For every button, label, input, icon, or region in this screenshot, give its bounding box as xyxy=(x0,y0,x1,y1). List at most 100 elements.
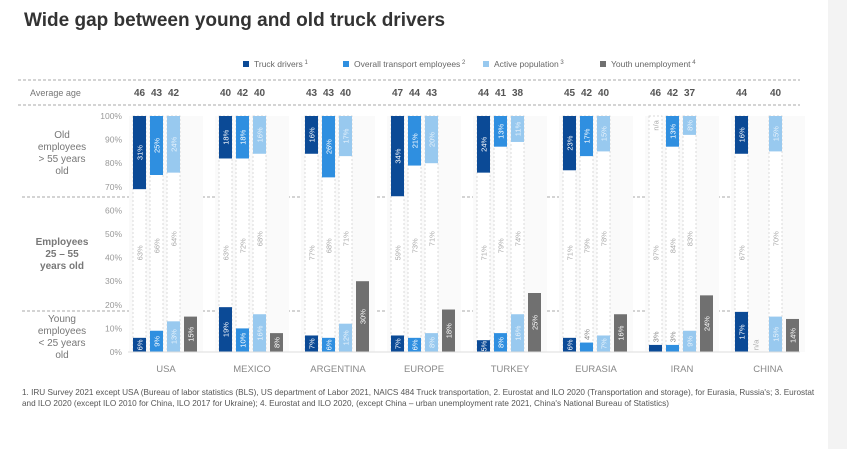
y-tick-label: 40% xyxy=(105,253,122,263)
bar-outline xyxy=(252,115,267,353)
legend-label: Truck drivers 1 xyxy=(254,59,308,69)
average-age-value: 43 xyxy=(151,88,163,99)
bar-middle-label: 71% xyxy=(480,245,489,260)
bar-old xyxy=(477,116,490,173)
bar-young-label: 6% xyxy=(136,339,145,350)
bar-old-label: 11% xyxy=(514,121,523,136)
bar-young-label: 3% xyxy=(669,331,678,342)
bar-old-label: 23% xyxy=(566,135,575,150)
page-title: Wide gap between young and old truck dri… xyxy=(24,10,446,31)
na-label: n/a xyxy=(652,119,661,130)
bar-old xyxy=(253,116,266,154)
bar-youth-unemployment-label: 30% xyxy=(359,309,368,324)
average-age-value: 40 xyxy=(254,88,266,99)
bar-young-label: 9% xyxy=(686,336,695,347)
average-age-value: 42 xyxy=(237,88,249,99)
bar-old xyxy=(236,116,249,159)
bar-middle-label: 72% xyxy=(239,238,248,253)
bar-young xyxy=(391,335,404,352)
bar-old xyxy=(339,116,352,157)
category-label: MEXICO xyxy=(233,364,270,375)
y-tick-label: 0% xyxy=(110,347,123,357)
bar-middle-label: 79% xyxy=(497,238,506,253)
bar-old xyxy=(769,116,782,152)
bar-young-label: 19% xyxy=(222,322,231,337)
bar-middle-label: 67% xyxy=(738,245,747,260)
bar-outline xyxy=(218,115,233,353)
row-label: 25 – 55 xyxy=(45,249,79,260)
bar-outline xyxy=(493,115,508,353)
bar-youth-unemployment-label: 8% xyxy=(273,337,282,348)
bar-young-label: 10% xyxy=(239,332,248,347)
bar-youth-unemployment xyxy=(442,309,455,352)
average-age-value: 46 xyxy=(650,88,662,99)
bar-young xyxy=(236,328,249,352)
bar-old xyxy=(494,116,507,147)
legend-swatch xyxy=(600,61,606,67)
category-label: IRAN xyxy=(671,364,694,375)
bar-young-label: 16% xyxy=(256,325,265,340)
bar-young xyxy=(133,337,146,352)
bar-outline xyxy=(562,115,577,353)
bar-old-label: 16% xyxy=(308,127,317,142)
row-label: Old xyxy=(54,130,70,141)
bar-middle-label: 68% xyxy=(256,231,265,246)
average-age-value: 40 xyxy=(340,88,352,99)
y-tick-label: 90% xyxy=(105,135,122,145)
y-tick-label: 20% xyxy=(105,300,122,310)
bar-young xyxy=(511,314,524,352)
bar-middle-label: 83% xyxy=(686,231,695,246)
bar-old-label: 21% xyxy=(411,133,420,148)
bar-young xyxy=(339,323,352,352)
bar-outline xyxy=(734,115,749,353)
bar-young xyxy=(322,337,335,352)
bar-old-label: 18% xyxy=(239,129,248,144)
bar-youth-unemployment-label: 16% xyxy=(617,325,626,340)
bar-middle-label: 68% xyxy=(325,238,334,253)
bar-outline xyxy=(682,115,697,353)
bar-young-label: 6% xyxy=(566,339,575,350)
bar-young-label: 3% xyxy=(652,331,661,342)
chart: Truck drivers 1 Overall transport employe… xyxy=(18,59,800,375)
bar-old-label: 15% xyxy=(772,126,781,141)
y-tick-label: 50% xyxy=(105,229,122,239)
average-age-value: 42 xyxy=(581,88,593,99)
bar-old-label: 16% xyxy=(738,127,747,142)
bar-young-label: 5% xyxy=(480,340,489,351)
row-label: years old xyxy=(40,261,84,272)
bar-old-label: 17% xyxy=(342,128,351,143)
bar-young-label: 17% xyxy=(738,324,747,339)
row-label: Young xyxy=(48,314,76,325)
bar-old-label: 17% xyxy=(583,128,592,143)
average-age-value: 42 xyxy=(168,88,180,99)
bar-young xyxy=(683,330,696,352)
bar-youth-unemployment xyxy=(356,281,369,352)
bar-young-label: 7% xyxy=(394,338,403,349)
bar-old xyxy=(580,116,593,157)
bar-old-label: 25% xyxy=(153,138,162,153)
average-age-label: Average age xyxy=(30,88,81,98)
y-tick-label: 70% xyxy=(105,182,122,192)
bar-youth-unemployment-label: 14% xyxy=(789,328,798,343)
bar-outline xyxy=(648,115,663,353)
bar-old xyxy=(305,116,318,154)
average-age-value: 47 xyxy=(392,88,404,99)
category-label: EURASIA xyxy=(575,364,617,375)
bar-outline xyxy=(338,115,353,353)
bar-youth-unemployment-label: 15% xyxy=(187,326,196,341)
bar-old-label: 16% xyxy=(256,127,265,142)
bar-young-label: 8% xyxy=(497,337,506,348)
bar-middle-label: 63% xyxy=(222,245,231,260)
bar-old xyxy=(133,116,146,190)
bar-young xyxy=(597,335,610,352)
bar-middle-label: 70% xyxy=(772,231,781,246)
bar-old xyxy=(425,116,438,164)
average-age-value: 40 xyxy=(770,88,782,99)
bar-young-label: 13% xyxy=(170,329,179,344)
bar-old-label: 24% xyxy=(170,136,179,151)
bar-old-label: 31% xyxy=(136,145,145,160)
bar-outline xyxy=(579,115,594,353)
footnote: 1. IRU Survey 2021 except USA (Bureau of… xyxy=(22,388,815,408)
bar-old xyxy=(683,116,696,135)
bar-old-label: 15% xyxy=(600,126,609,141)
